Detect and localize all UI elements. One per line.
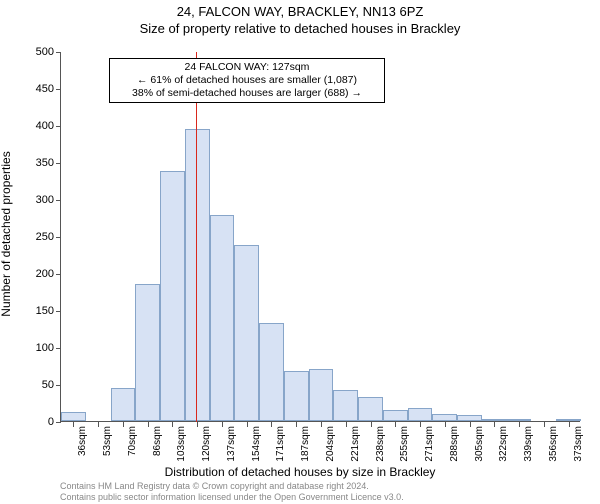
histogram-bar xyxy=(284,371,309,421)
x-tick-label: 305sqm xyxy=(474,426,485,462)
x-tick-mark xyxy=(247,422,248,427)
x-tick-mark xyxy=(569,422,570,427)
y-tick-mark xyxy=(56,237,61,238)
y-axis-label: Number of detached properties xyxy=(0,151,13,316)
x-tick-label: 86sqm xyxy=(152,426,163,456)
x-tick-mark xyxy=(544,422,545,427)
histogram-bar xyxy=(160,171,185,421)
x-tick-label: 187sqm xyxy=(300,426,311,462)
annotation-box: 24 FALCON WAY: 127sqm← 61% of detached h… xyxy=(109,58,385,103)
y-tick-mark xyxy=(56,200,61,201)
x-tick-mark xyxy=(494,422,495,427)
x-tick-mark xyxy=(172,422,173,427)
y-tick-mark xyxy=(56,348,61,349)
page-subtitle: Size of property relative to detached ho… xyxy=(0,21,600,36)
x-tick-mark xyxy=(420,422,421,427)
y-tick-mark xyxy=(56,163,61,164)
y-tick-label: 500 xyxy=(14,46,54,58)
y-tick-mark xyxy=(56,311,61,312)
histogram-bar xyxy=(61,412,86,421)
x-tick-mark xyxy=(73,422,74,427)
histogram-bar xyxy=(482,419,507,421)
histogram-bar xyxy=(309,369,334,421)
y-tick-label: 150 xyxy=(14,305,54,317)
y-tick-label: 250 xyxy=(14,231,54,243)
histogram-bar xyxy=(259,323,284,421)
annotation-line-3: 38% of semi-detached houses are larger (… xyxy=(116,87,378,100)
x-tick-label: 154sqm xyxy=(251,426,262,462)
x-tick-label: 103sqm xyxy=(176,426,187,462)
x-tick-mark xyxy=(296,422,297,427)
histogram-chart: 05010015020025030035040045050036sqm53sqm… xyxy=(60,52,580,422)
histogram-bar xyxy=(432,414,457,421)
y-tick-label: 350 xyxy=(14,157,54,169)
histogram-bar xyxy=(507,419,532,421)
footer-line-2: Contains public sector information licen… xyxy=(60,492,404,502)
x-tick-mark xyxy=(222,422,223,427)
x-tick-mark xyxy=(197,422,198,427)
x-tick-mark xyxy=(395,422,396,427)
y-tick-mark xyxy=(56,126,61,127)
x-tick-label: 356sqm xyxy=(548,426,559,462)
x-tick-label: 171sqm xyxy=(275,426,286,462)
y-tick-mark xyxy=(56,274,61,275)
histogram-bar xyxy=(408,408,433,421)
x-tick-mark xyxy=(371,422,372,427)
y-tick-label: 400 xyxy=(14,120,54,132)
x-tick-label: 36sqm xyxy=(77,426,88,456)
y-tick-mark xyxy=(56,89,61,90)
x-tick-mark xyxy=(148,422,149,427)
x-tick-label: 288sqm xyxy=(449,426,460,462)
histogram-bar xyxy=(358,397,383,421)
x-tick-mark xyxy=(445,422,446,427)
footer-line-1: Contains HM Land Registry data © Crown c… xyxy=(60,481,404,491)
footer-attribution: Contains HM Land Registry data © Crown c… xyxy=(60,481,404,502)
y-tick-mark xyxy=(56,52,61,53)
histogram-bar xyxy=(457,415,482,421)
x-tick-mark xyxy=(98,422,99,427)
x-tick-mark xyxy=(470,422,471,427)
y-tick-label: 0 xyxy=(14,416,54,428)
plot-area: 05010015020025030035040045050036sqm53sqm… xyxy=(60,52,580,422)
y-tick-label: 50 xyxy=(14,379,54,391)
x-tick-label: 120sqm xyxy=(201,426,212,462)
x-tick-label: 221sqm xyxy=(350,426,361,462)
x-tick-label: 322sqm xyxy=(498,426,509,462)
x-tick-mark xyxy=(321,422,322,427)
x-tick-label: 373sqm xyxy=(573,426,584,462)
y-tick-label: 300 xyxy=(14,194,54,206)
x-tick-label: 339sqm xyxy=(523,426,534,462)
histogram-bar xyxy=(234,245,259,421)
histogram-bar xyxy=(333,390,358,421)
y-tick-mark xyxy=(56,385,61,386)
annotation-line-2: ← 61% of detached houses are smaller (1,… xyxy=(116,74,378,87)
x-tick-mark xyxy=(346,422,347,427)
histogram-bar xyxy=(185,129,210,421)
y-tick-label: 100 xyxy=(14,342,54,354)
x-tick-label: 137sqm xyxy=(226,426,237,462)
x-tick-mark xyxy=(519,422,520,427)
x-tick-label: 204sqm xyxy=(325,426,336,462)
y-tick-label: 450 xyxy=(14,83,54,95)
histogram-bar xyxy=(135,284,160,421)
x-tick-mark xyxy=(271,422,272,427)
x-tick-label: 238sqm xyxy=(375,426,386,462)
histogram-bar xyxy=(111,388,136,421)
x-axis-label: Distribution of detached houses by size … xyxy=(0,465,600,479)
histogram-bar xyxy=(210,215,235,421)
page-title: 24, FALCON WAY, BRACKLEY, NN13 6PZ xyxy=(0,4,600,19)
property-marker-line xyxy=(196,52,197,422)
y-tick-label: 200 xyxy=(14,268,54,280)
x-tick-label: 53sqm xyxy=(102,426,113,456)
x-tick-mark xyxy=(123,422,124,427)
x-tick-label: 255sqm xyxy=(399,426,410,462)
histogram-bar xyxy=(556,419,581,421)
annotation-line-1: 24 FALCON WAY: 127sqm xyxy=(116,61,378,74)
x-tick-label: 271sqm xyxy=(424,426,435,462)
y-tick-mark xyxy=(56,422,61,423)
x-tick-label: 70sqm xyxy=(127,426,138,456)
histogram-bar xyxy=(383,410,408,421)
